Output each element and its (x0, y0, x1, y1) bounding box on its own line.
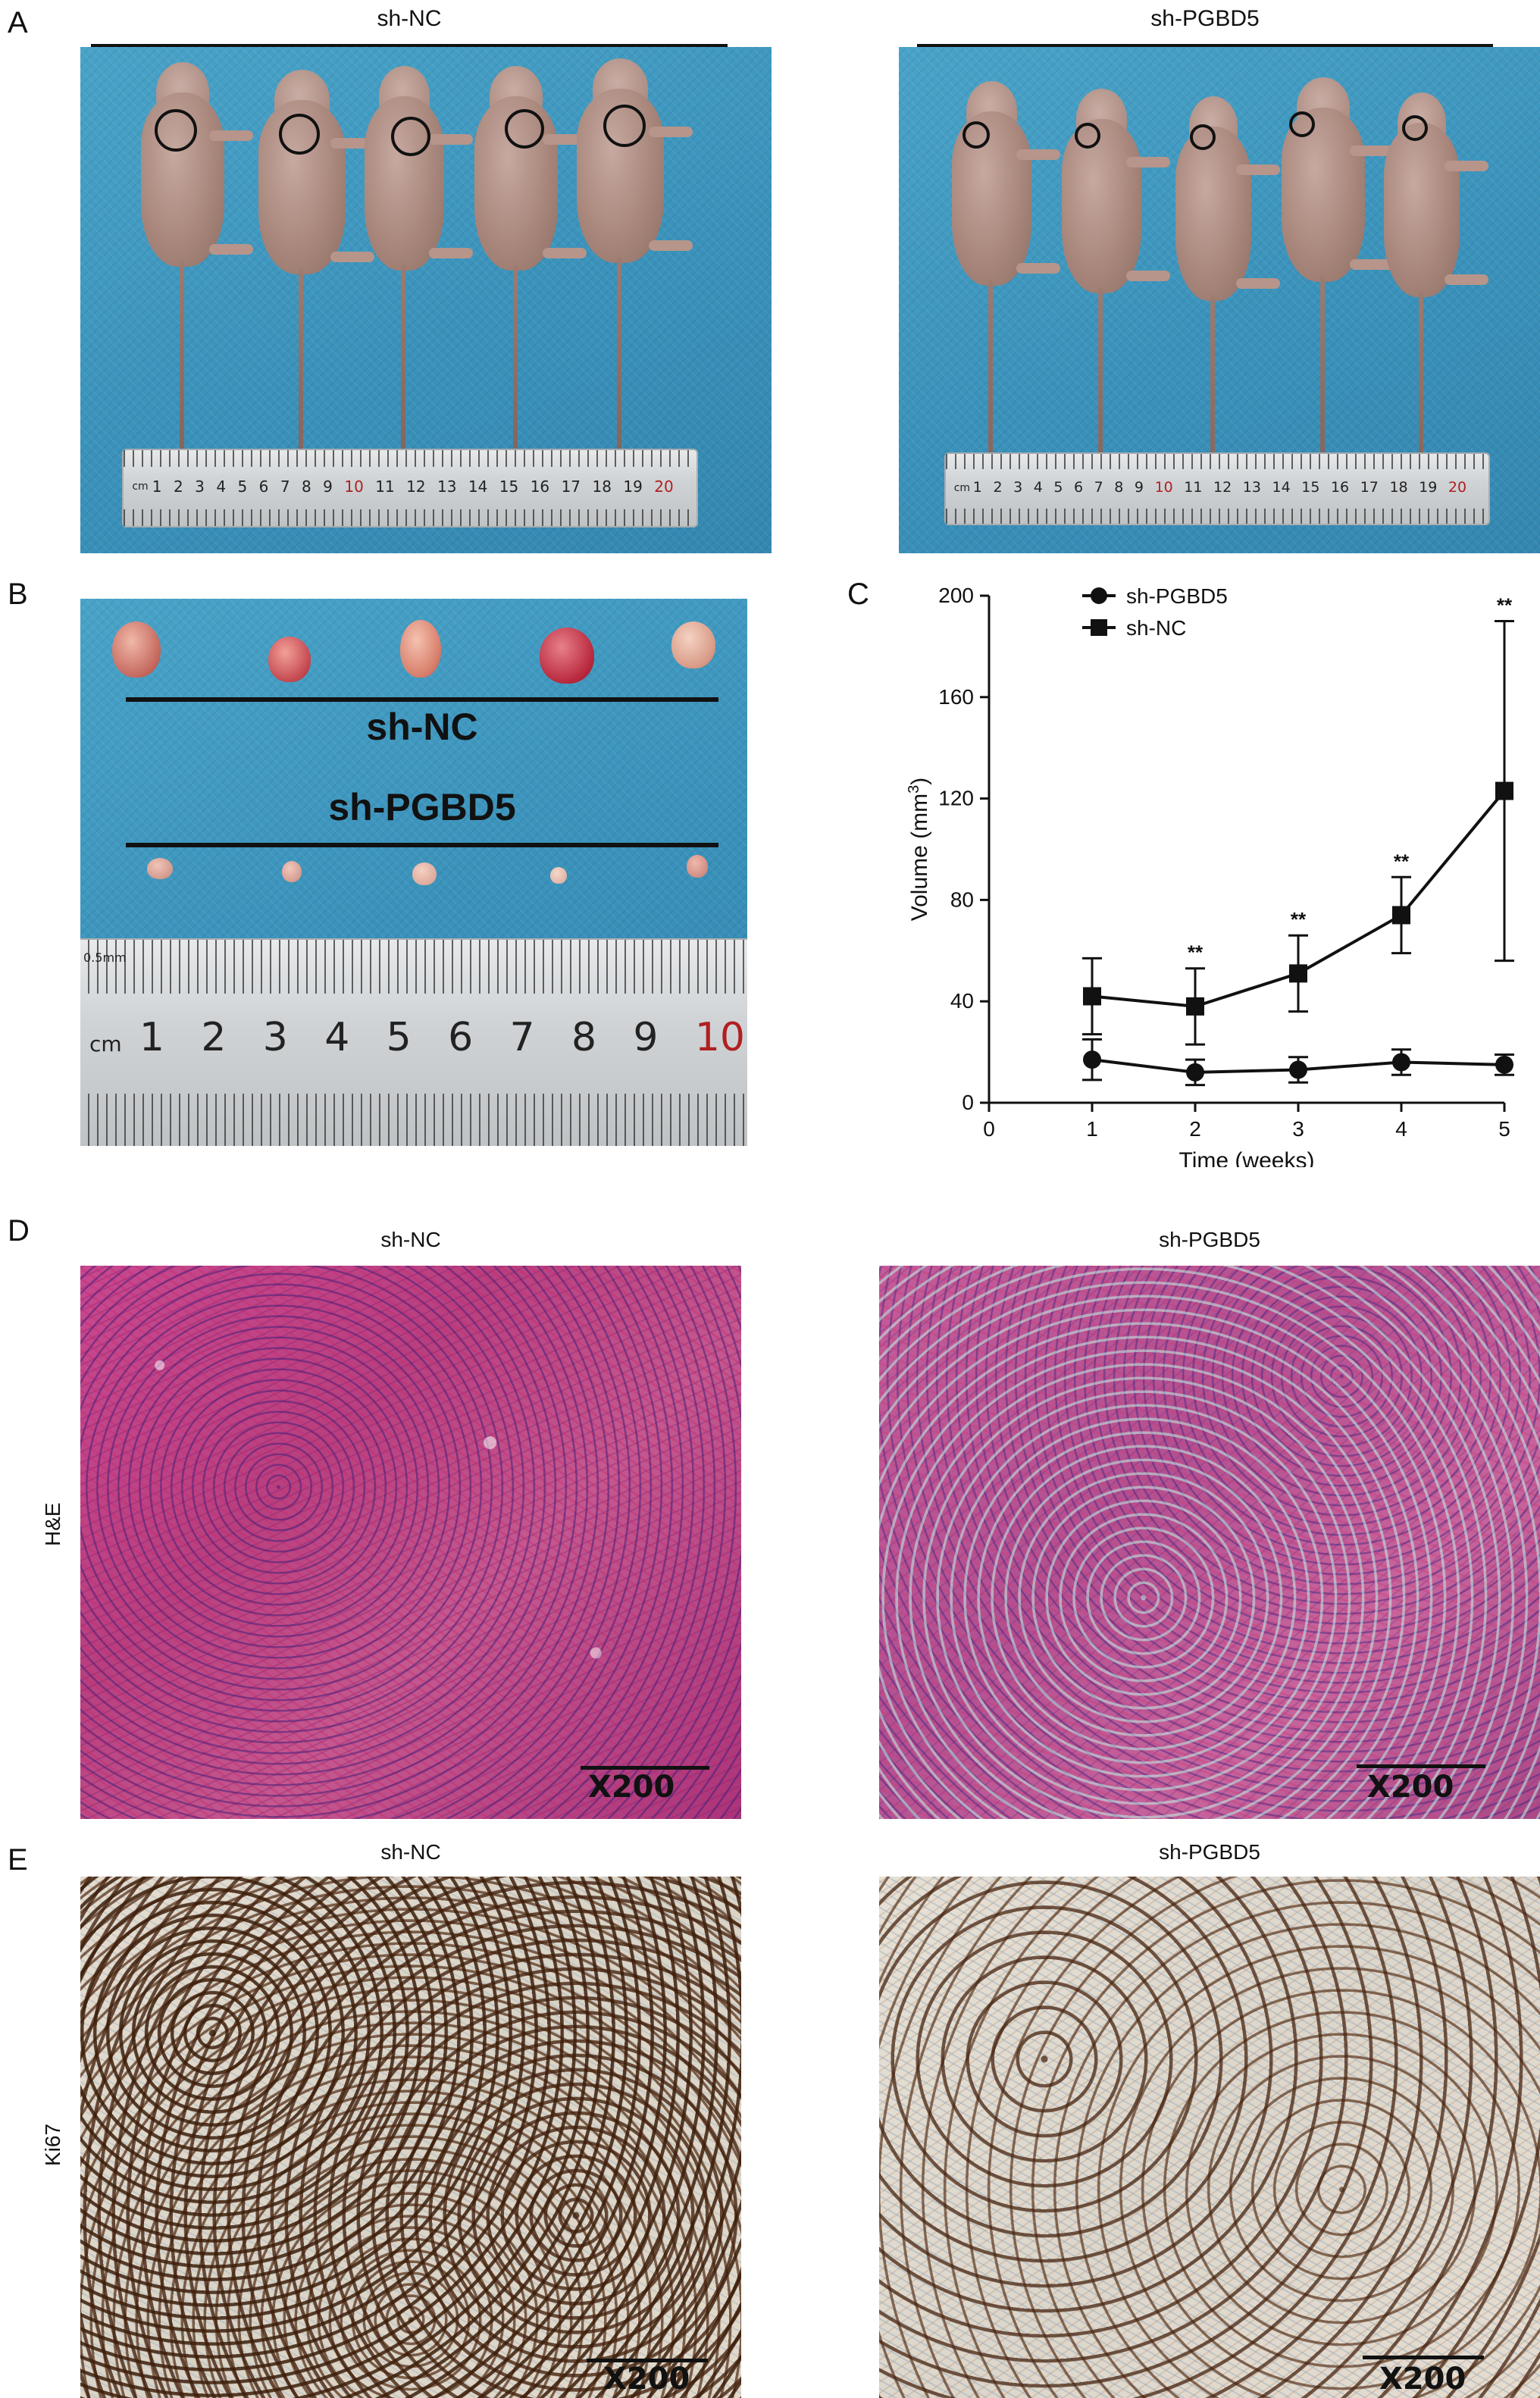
ruler-numbers: 1 2 3 4 5 6 7 8 9 10 11 12 13 14 15 16 17 18 19 20 (972, 479, 1467, 496)
ruler: 0.5mm cm 1 2 3 4 5 6 7 8 9 10 (80, 938, 747, 1146)
y-axis-label: Volume (mm3) (906, 778, 932, 922)
tumor-circle (155, 109, 197, 152)
tumor-sh-nc-3 (400, 620, 441, 678)
tumor-sh-pgbd5-3 (412, 862, 437, 885)
ruler: cm 1 2 3 4 5 6 7 8 9 10 11 12 13 14 15 16 17 18 19 20 (944, 452, 1490, 525)
scale-bar (1363, 2356, 1484, 2359)
legend-label: sh-PGBD5 (1126, 584, 1228, 608)
magnification-label: X200 (1367, 1770, 1454, 1805)
scale-bar (581, 1766, 709, 1770)
panel-a-right-group-bar (917, 44, 1493, 49)
panel-letter-a: A (8, 6, 28, 39)
tumor-circle (1402, 115, 1428, 141)
y-tick-label: 160 (938, 685, 974, 709)
data-point-circle (1083, 1050, 1101, 1069)
tumor-circle (1190, 124, 1216, 150)
y-tick-label: 0 (962, 1091, 974, 1114)
panel-b-sh-pgbd5-label: sh-PGBD5 (328, 786, 516, 828)
data-point-square (1289, 964, 1307, 983)
data-point-square (1186, 997, 1204, 1016)
tumor-circle (962, 121, 990, 149)
tumor-sh-nc-5 (671, 621, 715, 668)
panel-a-right-mice-photo: cm 1 2 3 4 5 6 7 8 9 10 11 12 13 14 15 16 17 18 19 20 (899, 47, 1540, 553)
tumor-circle (1075, 123, 1100, 149)
magnification-label: X200 (588, 1770, 675, 1805)
panel-d-left-title: sh-NC (380, 1228, 441, 1251)
panel-d-row-label: H&E (41, 1502, 64, 1546)
tumor-circle (505, 109, 544, 149)
panel-e-right-title: sh-PGBD5 (1159, 1840, 1260, 1864)
legend-label: sh-NC (1126, 616, 1186, 640)
ruler-numbers: 1 2 3 4 5 6 7 8 9 10 11 12 13 14 15 16 17 18 19 20 (152, 477, 674, 496)
panel-a-left-group-bar (91, 44, 728, 49)
tumor-circle (1289, 111, 1315, 137)
panel-a-left-mice-photo: cm 1 2 3 4 5 6 7 8 9 10 11 12 13 14 15 16 17 18 19 20 (80, 47, 772, 553)
tumor-sh-pgbd5-5 (687, 855, 708, 878)
he-sh-nc-image: X200 (80, 1266, 741, 1819)
ruler-numbers: 1 2 3 4 5 6 7 8 9 10 (139, 1014, 746, 1060)
legend-marker-circle (1091, 587, 1107, 604)
tumor-sh-pgbd5-2 (282, 861, 302, 882)
ki67-sh-nc-image: X200 (80, 1877, 741, 2398)
data-point-circle (1495, 1055, 1513, 1074)
tumor-sh-pgbd5-4 (550, 867, 567, 884)
panel-letter-e: E (8, 1843, 28, 1877)
panel-b-sh-pgbd5-bar (126, 843, 718, 847)
mouse-5 (1384, 92, 1488, 518)
panel-b-tumor-photo: sh-NC sh-PGBD5 0.5mm cm 1 2 3 4 5 6 7 8 9 10 (80, 599, 747, 1146)
legend-marker-square (1091, 619, 1107, 636)
y-tick-label: 40 (950, 989, 974, 1013)
panel-e-left-title: sh-NC (380, 1840, 441, 1864)
tumor-sh-nc-2 (268, 637, 311, 682)
he-sh-pgbd5-image: X200 (879, 1266, 1540, 1819)
tumor-circle (603, 105, 646, 147)
x-tick-label: 5 (1498, 1117, 1510, 1141)
data-point-square (1495, 781, 1513, 800)
x-tick-label: 1 (1086, 1117, 1098, 1141)
panel-b-sh-nc-bar (126, 697, 718, 702)
x-tick-label: 3 (1292, 1117, 1304, 1141)
mouse-4 (1282, 77, 1394, 503)
tumor-sh-nc-1 (112, 621, 161, 678)
y-tick-label: 80 (950, 888, 974, 911)
mouse-3 (1175, 96, 1280, 522)
tumor-circle (279, 114, 320, 155)
panel-d-right-title: sh-PGBD5 (1159, 1228, 1260, 1251)
scale-bar (587, 2359, 708, 2362)
data-point-circle (1289, 1060, 1307, 1079)
significance-label: ** (1394, 850, 1410, 872)
panel-b-sh-nc-label: sh-NC (366, 706, 478, 748)
tumor-sh-nc-4 (540, 628, 594, 684)
tumor-sh-pgbd5-1 (147, 858, 173, 879)
ki67-sh-pgbd5-image: X200 (879, 1877, 1540, 2398)
panel-a-right-group-label: sh-PGBD5 (1150, 6, 1260, 31)
scale-bar (1357, 1764, 1485, 1768)
data-point-square (1392, 906, 1410, 925)
tumor-circle (391, 117, 430, 156)
significance-label: ** (1188, 941, 1204, 964)
x-tick-label: 0 (983, 1117, 995, 1141)
x-axis-label: Time (weeks) (1179, 1148, 1315, 1167)
panel-letter-c: C (847, 578, 869, 611)
magnification-label: X200 (603, 2362, 690, 2396)
panel-a-left-group-label: sh-NC (377, 6, 442, 31)
panel-letter-d: D (8, 1214, 30, 1248)
data-point-square (1083, 987, 1101, 1006)
data-point-circle (1186, 1063, 1204, 1082)
panel-letter-b: B (8, 578, 28, 611)
ruler: cm 1 2 3 4 5 6 7 8 9 10 11 12 13 14 15 16 17 18 19 20 (122, 449, 698, 527)
significance-label: ** (1291, 908, 1307, 931)
mouse-1 (141, 62, 253, 488)
panel-e-row-label: Ki67 (41, 2123, 64, 2166)
mouse-1 (952, 81, 1060, 507)
magnification-label: X200 (1379, 2362, 1466, 2396)
significance-label: ** (1497, 593, 1513, 616)
data-point-circle (1392, 1053, 1410, 1072)
x-tick-label: 2 (1189, 1117, 1201, 1141)
x-tick-label: 4 (1395, 1117, 1407, 1141)
y-tick-label: 120 (938, 787, 974, 810)
tumor-volume-chart: 0 40 80 120 160 200 0 1 2 3 4 5 Time (weeks) Volume (… (906, 584, 1514, 1167)
mouse-2 (1062, 89, 1170, 515)
y-tick-label: 200 (938, 584, 974, 607)
